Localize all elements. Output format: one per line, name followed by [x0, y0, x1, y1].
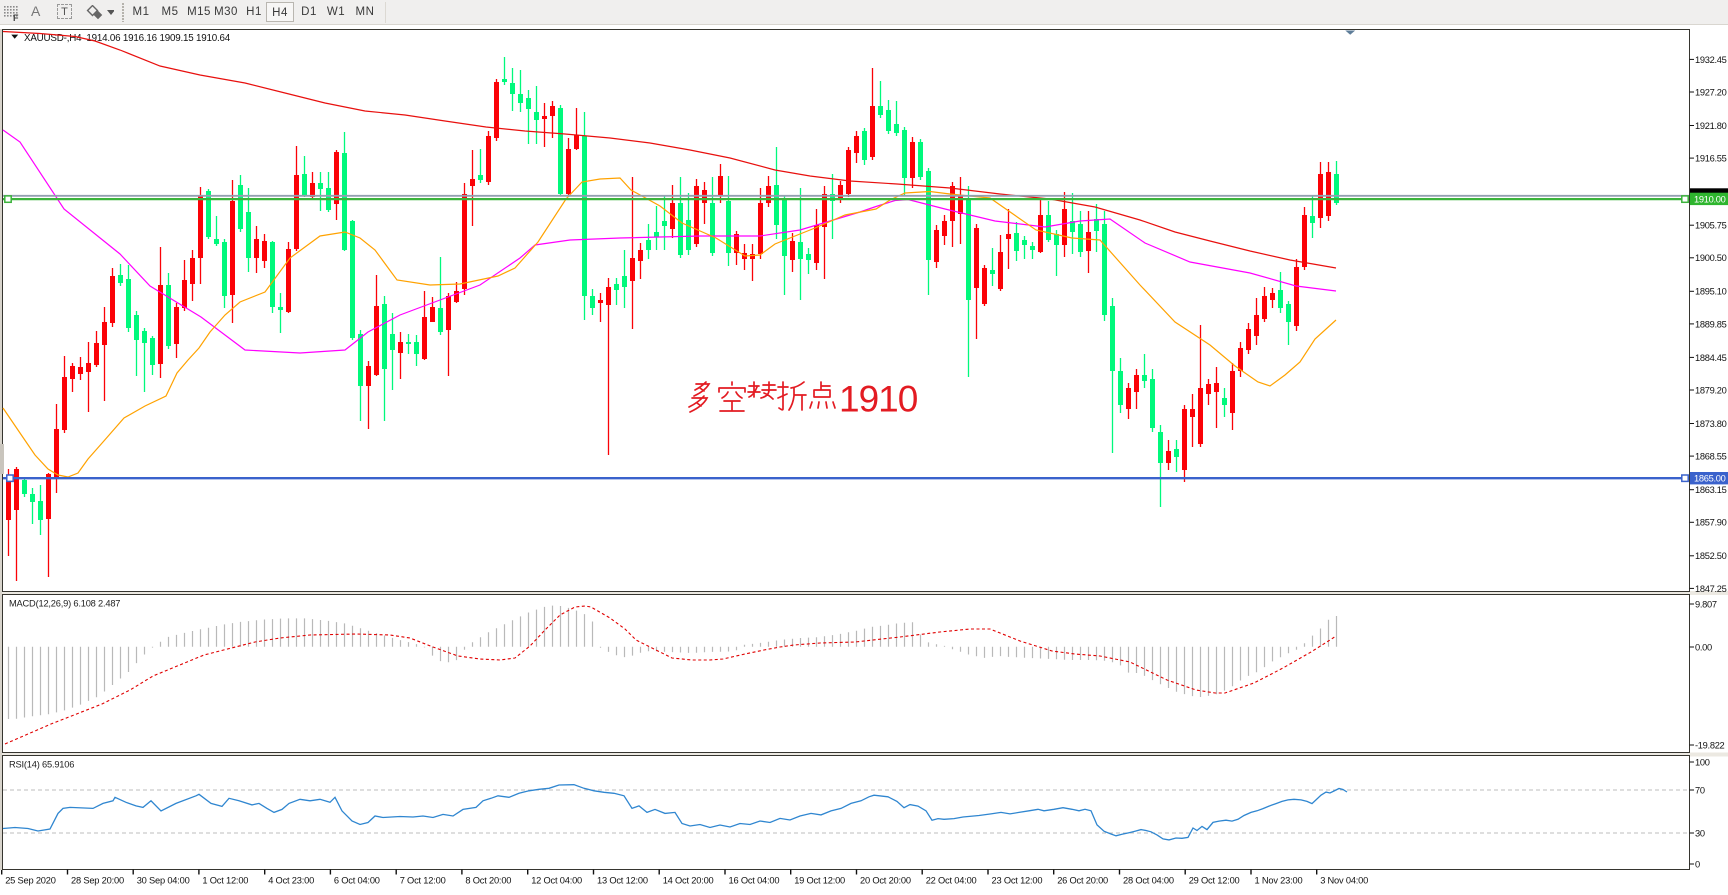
svg-text:20 Oct 20:00: 20 Oct 20:00: [860, 876, 911, 886]
svg-text:0: 0: [1695, 859, 1700, 869]
svg-text:6 Oct 04:00: 6 Oct 04:00: [334, 876, 380, 886]
svg-text:28 Sep 20:00: 28 Sep 20:00: [71, 876, 124, 886]
svg-text:1873.80: 1873.80: [1695, 419, 1727, 429]
svg-text:0.00: 0.00: [1695, 642, 1712, 652]
svg-text:28 Oct 04:00: 28 Oct 04:00: [1123, 876, 1174, 886]
svg-text:30: 30: [1695, 828, 1705, 838]
svg-text:1863.15: 1863.15: [1695, 485, 1727, 495]
svg-text:1910.00: 1910.00: [1694, 194, 1726, 204]
svg-text:1879.20: 1879.20: [1695, 385, 1727, 395]
svg-text:3 Nov 04:00: 3 Nov 04:00: [1320, 876, 1368, 886]
svg-text:1895.10: 1895.10: [1695, 287, 1727, 297]
svg-text:1900.50: 1900.50: [1695, 253, 1727, 263]
svg-text:23 Oct 12:00: 23 Oct 12:00: [992, 876, 1043, 886]
svg-text:14 Oct 20:00: 14 Oct 20:00: [663, 876, 714, 886]
svg-text:1868.55: 1868.55: [1695, 452, 1727, 462]
svg-text:7 Oct 12:00: 7 Oct 12:00: [400, 876, 446, 886]
svg-text:25 Sep 2020: 25 Sep 2020: [5, 876, 56, 886]
svg-text:1927.20: 1927.20: [1695, 87, 1727, 97]
svg-text:1 Nov 23:00: 1 Nov 23:00: [1255, 876, 1303, 886]
svg-text:XAUUSD-,H4 1914.06 1916.16 19: XAUUSD-,H4 1914.06 1916.16 1909.15 1910.…: [24, 33, 231, 44]
svg-text:1921.80: 1921.80: [1695, 121, 1727, 131]
svg-text:9.807: 9.807: [1695, 599, 1717, 609]
svg-text:100: 100: [1695, 757, 1710, 767]
svg-text:1910: 1910: [839, 379, 918, 420]
svg-text:30 Sep 04:00: 30 Sep 04:00: [137, 876, 190, 886]
svg-text:12 Oct 04:00: 12 Oct 04:00: [531, 876, 582, 886]
svg-text:1857.90: 1857.90: [1695, 518, 1727, 528]
svg-text:13 Oct 12:00: 13 Oct 12:00: [597, 876, 648, 886]
svg-text:1905.75: 1905.75: [1695, 221, 1727, 231]
svg-text:1852.50: 1852.50: [1695, 551, 1727, 561]
svg-text:1865.00: 1865.00: [1694, 474, 1726, 484]
svg-text:29 Oct 12:00: 29 Oct 12:00: [1189, 876, 1240, 886]
svg-text:-19.822: -19.822: [1695, 740, 1725, 750]
svg-text:1847.25: 1847.25: [1695, 584, 1727, 594]
svg-text:1932.45: 1932.45: [1695, 55, 1727, 65]
svg-text:70: 70: [1695, 785, 1705, 795]
svg-text:19 Oct 12:00: 19 Oct 12:00: [794, 876, 845, 886]
svg-text:8 Oct 20:00: 8 Oct 20:00: [465, 876, 511, 886]
svg-text:1884.45: 1884.45: [1695, 353, 1727, 363]
svg-text:1 Oct 12:00: 1 Oct 12:00: [202, 876, 248, 886]
svg-text:26 Oct 20:00: 26 Oct 20:00: [1057, 876, 1108, 886]
svg-text:F: F: [13, 13, 19, 22]
svg-text:MACD(12,26,9) 6.108 2.487: MACD(12,26,9) 6.108 2.487: [9, 599, 120, 609]
svg-text:16 Oct 04:00: 16 Oct 04:00: [729, 876, 780, 886]
svg-text:RSI(14) 65.9106: RSI(14) 65.9106: [9, 760, 74, 770]
svg-text:1916.55: 1916.55: [1695, 154, 1727, 164]
svg-text:1889.85: 1889.85: [1695, 319, 1727, 329]
svg-text:22 Oct 04:00: 22 Oct 04:00: [926, 876, 977, 886]
svg-text:4 Oct 23:00: 4 Oct 23:00: [268, 876, 314, 886]
